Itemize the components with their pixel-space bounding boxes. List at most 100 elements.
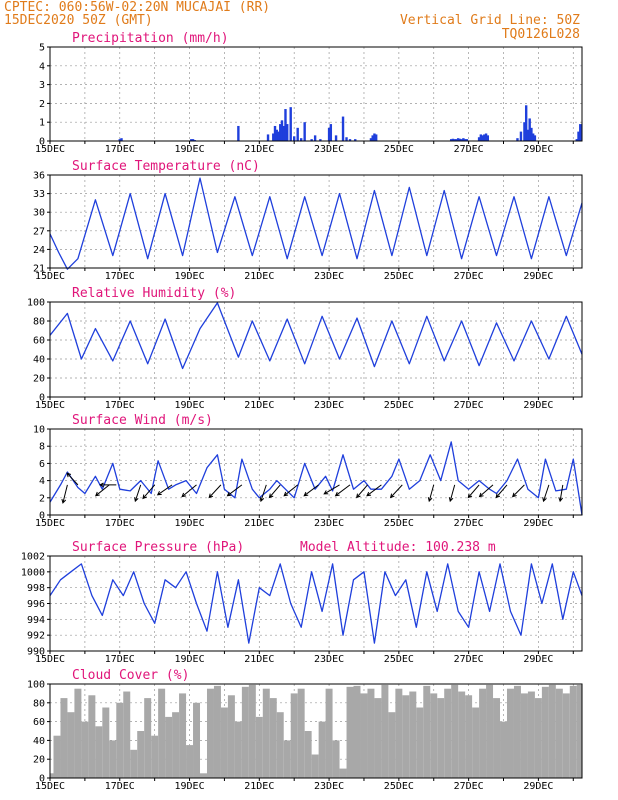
x-tick-label: 17DEC bbox=[105, 271, 135, 282]
precip-bar bbox=[286, 124, 289, 141]
temperature-panel: 21 24 27 30 33 36 15DEC 17DEC 19DEC 21DEC 23DEC 25D… bbox=[33, 159, 583, 282]
precip-bar bbox=[282, 125, 285, 141]
cloud-bar bbox=[527, 691, 535, 778]
precip-bar bbox=[354, 139, 357, 141]
precip-bar bbox=[191, 139, 195, 141]
cloud-bar bbox=[95, 726, 103, 778]
x-tick-label: 21DEC bbox=[244, 144, 274, 155]
y-tick-label: 1 bbox=[39, 118, 45, 129]
wind-arrow bbox=[389, 484, 403, 499]
y-tick-label: 40 bbox=[33, 355, 45, 366]
cloud-bar bbox=[53, 735, 61, 778]
cloud-bar bbox=[534, 698, 542, 778]
cloud-bar bbox=[402, 695, 410, 778]
precip-bar bbox=[463, 139, 467, 141]
y-tick-label: 2 bbox=[39, 99, 45, 110]
y-tick-label: 992 bbox=[27, 631, 45, 642]
precip-bar bbox=[280, 120, 284, 141]
precip-bar bbox=[374, 134, 378, 141]
cloud-bar bbox=[227, 695, 235, 778]
y-tick-label: 40 bbox=[33, 736, 45, 747]
cloud-bar bbox=[318, 721, 326, 778]
cloud-cover-frame bbox=[49, 683, 583, 779]
cloud-bar bbox=[576, 684, 582, 778]
y-tick-label: 0 bbox=[39, 137, 45, 148]
pressure-panel: 990 992 994 996 998 1000 1002 15DEC 17DEC 19DEC 21… bbox=[21, 540, 583, 665]
cloud-bar bbox=[569, 685, 577, 778]
precip-bar bbox=[310, 139, 313, 141]
y-tick-label: 80 bbox=[33, 317, 45, 328]
cloud-bar bbox=[74, 688, 82, 778]
x-tick-label: 19DEC bbox=[174, 271, 204, 282]
x-tick-label: 15DEC bbox=[35, 144, 65, 155]
wind-arrow bbox=[142, 484, 156, 500]
wind-arrow bbox=[134, 484, 142, 503]
cloud-bar bbox=[130, 749, 138, 778]
wind-arrow bbox=[478, 484, 494, 498]
precip-bar bbox=[299, 138, 303, 141]
x-tick-label: 25DEC bbox=[384, 518, 414, 529]
x-tick-label: 23DEC bbox=[314, 144, 344, 155]
cloud-bar bbox=[465, 695, 473, 778]
cloud-bar bbox=[109, 740, 117, 778]
cloud-bar bbox=[220, 707, 228, 778]
cloud-bar bbox=[562, 693, 570, 778]
y-tick-label: 20 bbox=[33, 374, 45, 385]
precip-bar bbox=[479, 134, 483, 141]
y-tick-label: 0 bbox=[39, 393, 45, 404]
x-tick-label: 27DEC bbox=[454, 271, 484, 282]
wind-arrow bbox=[99, 482, 117, 488]
x-tick-label: 23DEC bbox=[314, 518, 344, 529]
x-tick-label: 25DEC bbox=[384, 654, 414, 665]
precip-bar bbox=[327, 127, 331, 141]
x-tick-label: 19DEC bbox=[174, 144, 204, 155]
precip-bar bbox=[348, 139, 352, 141]
cloud-bar bbox=[276, 712, 284, 778]
precipitation-title: Precipitation (mm/h) bbox=[72, 31, 229, 46]
cloud-bar bbox=[248, 684, 256, 778]
precip-bar bbox=[477, 137, 481, 141]
precip-bar bbox=[279, 124, 282, 141]
x-tick-label: 21DEC bbox=[244, 781, 274, 792]
cloud-bar bbox=[388, 712, 396, 778]
precip-bar bbox=[530, 127, 533, 141]
cloud-bar bbox=[283, 740, 291, 778]
y-tick-label: 27 bbox=[33, 226, 45, 237]
precip-bar bbox=[120, 138, 123, 141]
cloud-bar bbox=[430, 693, 438, 778]
wind-frame bbox=[49, 428, 583, 516]
wind-arrow bbox=[156, 484, 173, 496]
precip-bar bbox=[313, 135, 317, 141]
x-tick-label: 27DEC bbox=[454, 781, 484, 792]
precip-bar bbox=[341, 116, 345, 141]
cloud-bar bbox=[548, 684, 556, 778]
precip-bar bbox=[272, 133, 275, 141]
precip-bar bbox=[277, 131, 280, 141]
cloud-bar bbox=[486, 684, 494, 778]
x-tick-label: 23DEC bbox=[314, 400, 344, 411]
cloud-bar bbox=[102, 707, 110, 778]
header-vertical-grid-line: Vertical Grid Line: 50Z bbox=[400, 13, 580, 28]
x-tick-label: 27DEC bbox=[454, 400, 484, 411]
x-tick-label: 19DEC bbox=[174, 781, 204, 792]
y-tick-label: 80 bbox=[33, 698, 45, 709]
y-tick-label: 24 bbox=[33, 245, 45, 256]
cloud-bar bbox=[311, 754, 319, 778]
x-tick-label: 19DEC bbox=[174, 518, 204, 529]
x-tick-label: 29DEC bbox=[523, 400, 553, 411]
y-tick-label: 10 bbox=[33, 425, 45, 436]
humidity-frame bbox=[49, 301, 583, 398]
precip-bar bbox=[455, 139, 458, 141]
precip-bar bbox=[456, 138, 460, 141]
humidity-panel: 0 20 40 60 80 100 15DEC 17DEC 19DEC 21DEC 23DEC 25D… bbox=[27, 286, 583, 411]
cloud-bar bbox=[506, 688, 514, 778]
precip-bar bbox=[486, 135, 490, 141]
precip-bar bbox=[533, 135, 537, 141]
x-tick-label: 27DEC bbox=[454, 518, 484, 529]
x-tick-label: 27DEC bbox=[454, 654, 484, 665]
y-tick-label: 5 bbox=[39, 43, 45, 54]
cloud-bar bbox=[255, 716, 263, 778]
y-tick-label: 0 bbox=[39, 511, 45, 522]
precip-bar bbox=[334, 135, 338, 141]
